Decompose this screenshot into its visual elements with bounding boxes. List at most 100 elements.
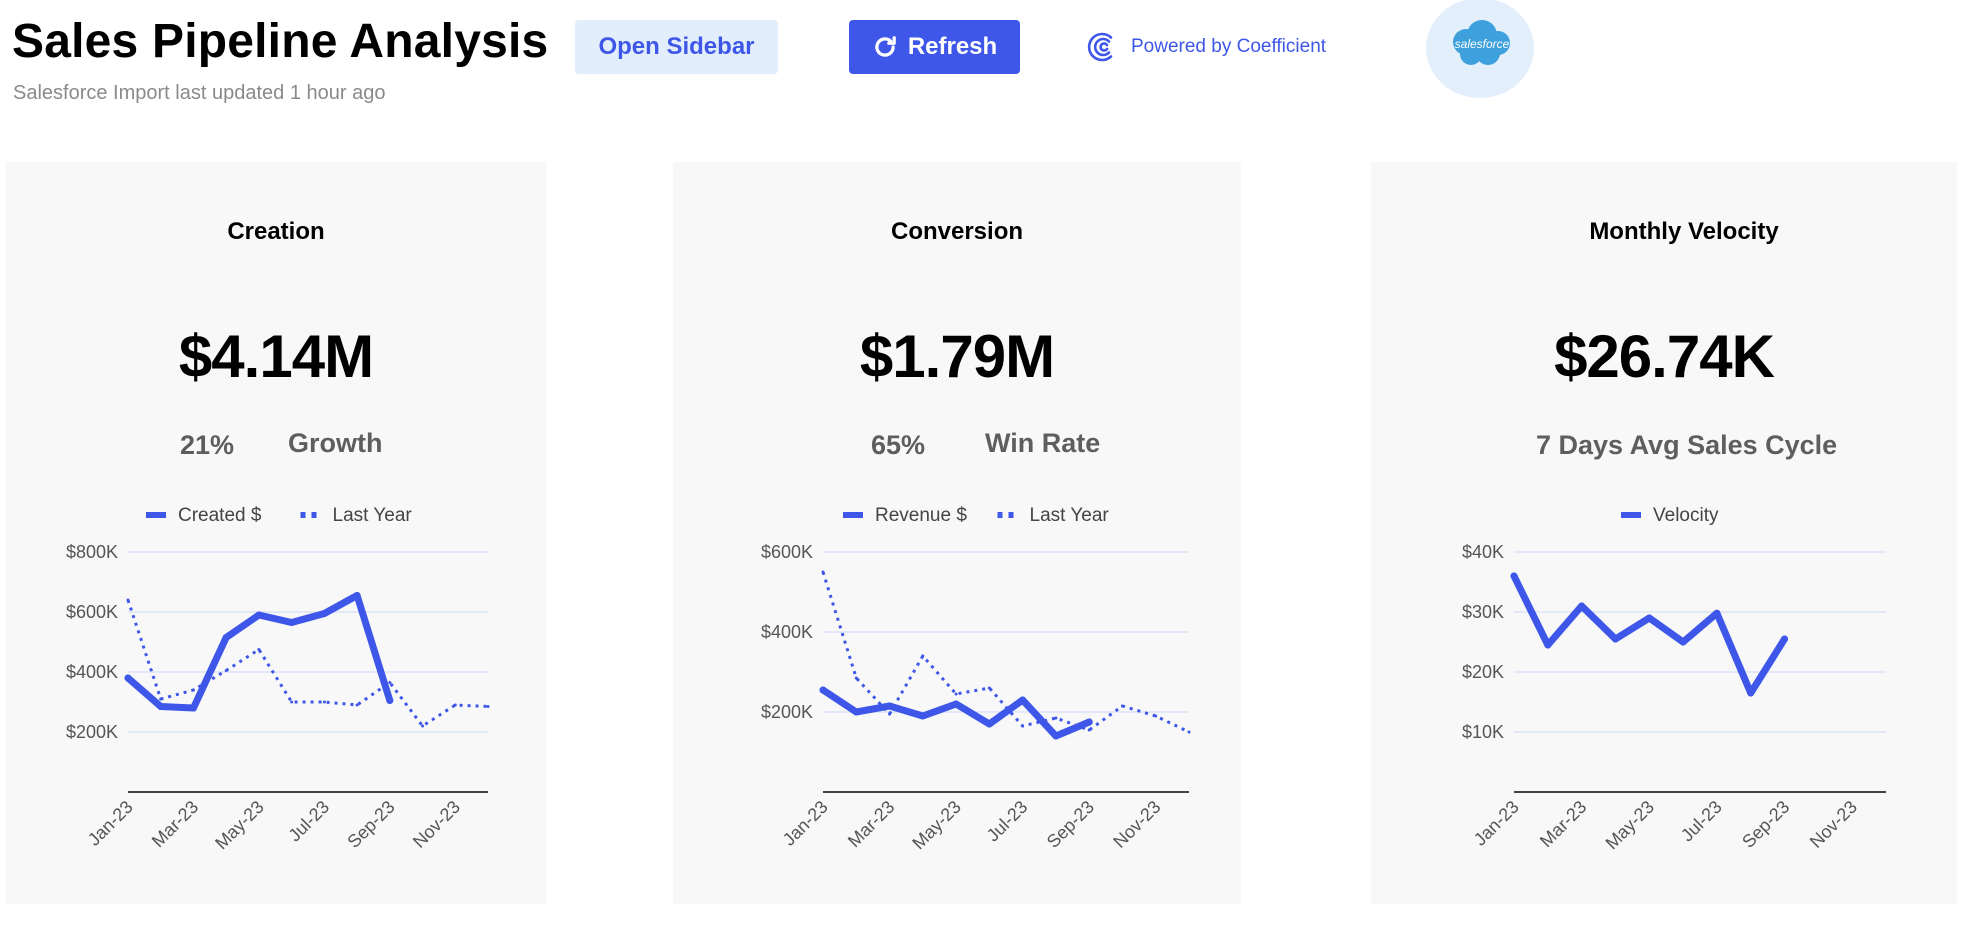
data-point xyxy=(1611,635,1619,643)
x-tick-label: Nov-23 xyxy=(409,797,464,852)
data-point xyxy=(852,708,860,716)
legend-label: Created $ xyxy=(178,505,262,526)
card-title: Monthly Velocity xyxy=(1589,218,1779,245)
open-sidebar-label: Open Sidebar xyxy=(598,33,755,60)
x-tick-label: Mar-23 xyxy=(844,797,898,851)
data-point xyxy=(322,700,326,704)
data-point xyxy=(191,688,195,692)
data-point xyxy=(886,702,894,710)
data-point xyxy=(921,654,925,658)
data-point xyxy=(388,681,392,684)
data-point xyxy=(952,700,960,708)
data-point xyxy=(421,724,425,728)
data-point xyxy=(1052,732,1060,740)
refresh-button[interactable]: Refresh xyxy=(849,20,1020,74)
y-tick-label: $200K xyxy=(761,702,813,722)
data-point xyxy=(159,697,163,701)
x-tick-label: Jul-23 xyxy=(983,797,1032,846)
y-tick-label: $400K xyxy=(66,662,118,682)
y-tick-label: $30K xyxy=(1462,602,1504,622)
x-tick-label: May-23 xyxy=(211,797,268,854)
monthly-velocity-card: Monthly Velocity $26.74K 7 Days Avg Sale… xyxy=(1371,162,1957,904)
x-tick-label: Sep-23 xyxy=(1043,797,1098,852)
metric-value: $26.74K xyxy=(1554,323,1775,390)
metric-value: $4.14M xyxy=(178,323,374,390)
legend-label: Last Year xyxy=(1030,505,1110,526)
data-point xyxy=(819,686,827,694)
growth-value: 21% xyxy=(180,430,235,460)
data-point xyxy=(1679,638,1687,646)
data-point xyxy=(1781,635,1789,643)
legend-label: Revenue $ xyxy=(875,505,967,526)
creation-card: Creation $4.14M 21% Growth $200K $400K $60… xyxy=(6,162,546,904)
y-tick-label: $600K xyxy=(66,602,118,622)
avg-sales-cycle-label: 7 Days Avg Sales Cycle xyxy=(1536,430,1838,460)
data-point xyxy=(486,705,490,708)
data-point xyxy=(954,692,958,696)
metric-value: $1.79M xyxy=(859,323,1055,390)
data-point xyxy=(355,703,359,707)
win-rate-label: Win Rate xyxy=(985,428,1101,458)
data-point xyxy=(255,611,263,619)
x-tick-label: May-23 xyxy=(908,797,965,854)
data-point xyxy=(1544,641,1552,649)
x-tick-label: Mar-23 xyxy=(1536,797,1590,851)
data-point xyxy=(386,697,394,704)
salesforce-logo-text: salesforce xyxy=(1455,37,1510,51)
data-point xyxy=(919,712,927,720)
data-point xyxy=(257,648,261,651)
last-updated-text: Salesforce Import last updated 1 hour ag… xyxy=(13,82,386,104)
x-tick-label: Mar-23 xyxy=(148,797,202,851)
data-point xyxy=(124,674,132,682)
data-point xyxy=(987,686,991,690)
legend-label: Velocity xyxy=(1653,505,1719,526)
series-line xyxy=(1510,572,1789,697)
data-point xyxy=(1021,724,1025,728)
conversion-card: Conversion $1.79M 65% Win Rate $200K $400… xyxy=(673,162,1241,904)
x-tick-label: May-23 xyxy=(1602,797,1659,854)
data-point xyxy=(222,634,230,641)
data-point xyxy=(1645,614,1653,622)
y-tick-label: $40K xyxy=(1462,542,1504,562)
y-tick-label: $400K xyxy=(761,622,813,642)
x-tick-label: Sep-23 xyxy=(343,797,398,852)
data-point xyxy=(1120,704,1124,708)
data-point xyxy=(290,700,294,704)
refresh-label: Refresh xyxy=(907,33,998,60)
powered-by-label: Powered by Coefficient xyxy=(1131,36,1327,57)
data-point xyxy=(1187,730,1191,734)
card-title: Conversion xyxy=(890,218,1024,245)
data-point xyxy=(353,592,361,599)
velocity-line-chart: $10K $20K $30K $40K Jan-23 Mar-23 May-23 Jul-23… xyxy=(1462,505,1886,854)
data-point xyxy=(224,669,228,672)
data-point xyxy=(1510,572,1518,580)
data-point xyxy=(1085,718,1093,726)
powered-by-coefficient-link[interactable]: Powered by Coefficient xyxy=(1087,27,1326,67)
data-point xyxy=(288,619,296,626)
y-tick-label: $20K xyxy=(1462,662,1504,682)
data-point xyxy=(453,703,457,707)
card-title: Creation xyxy=(227,218,325,245)
series-line xyxy=(819,686,1093,740)
data-point xyxy=(126,598,130,602)
y-tick-label: $10K xyxy=(1462,722,1504,742)
y-tick-label: $800K xyxy=(66,542,118,562)
data-point xyxy=(1747,689,1755,697)
conversion-line-chart: $200K $400K $600K Jan-23 Mar-23 May-23 Jul-23 S… xyxy=(761,505,1191,854)
growth-label: Growth xyxy=(288,428,383,458)
data-point xyxy=(157,703,165,710)
x-tick-label: Jan-23 xyxy=(84,797,137,850)
data-point xyxy=(1578,602,1586,610)
series-line xyxy=(821,571,1190,734)
x-tick-label: Jul-23 xyxy=(284,797,333,846)
data-point xyxy=(1054,716,1058,720)
data-point xyxy=(1154,714,1158,718)
data-point xyxy=(320,610,328,617)
coefficient-logo-icon xyxy=(1087,31,1119,63)
x-tick-label: Sep-23 xyxy=(1738,797,1793,852)
refresh-icon xyxy=(872,34,898,60)
x-tick-label: Jan-23 xyxy=(1470,797,1523,850)
y-tick-label: $600K xyxy=(761,542,813,562)
x-tick-label: Nov-23 xyxy=(1806,797,1861,852)
open-sidebar-button[interactable]: Open Sidebar xyxy=(575,20,778,74)
